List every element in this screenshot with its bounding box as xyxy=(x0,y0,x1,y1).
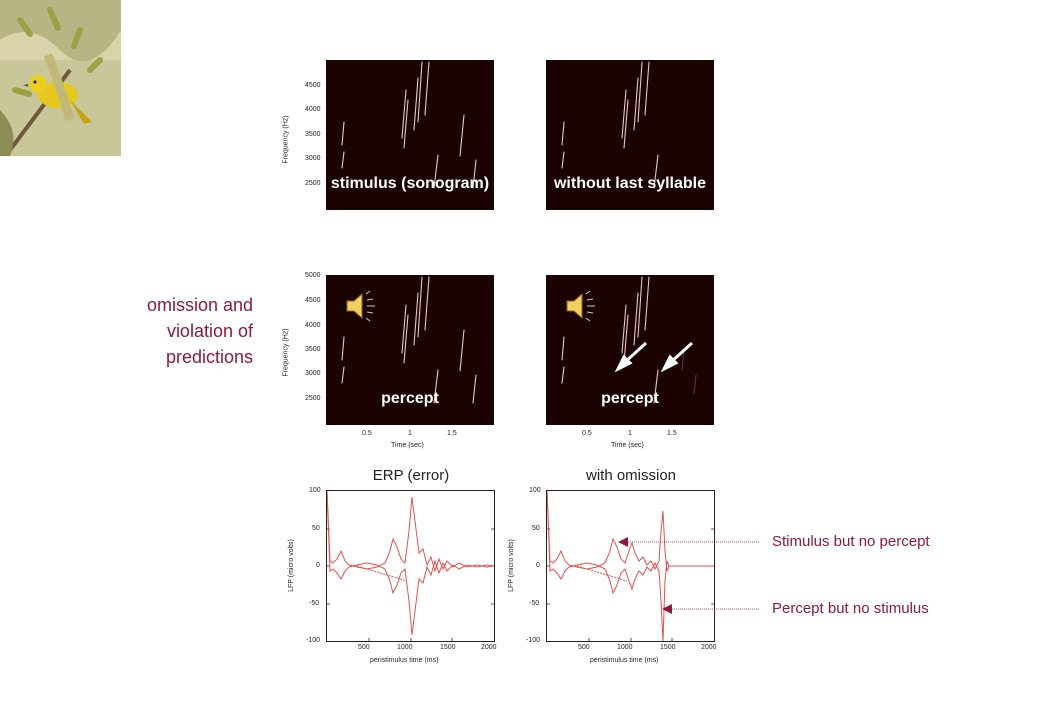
erp-chart-omission xyxy=(546,490,715,642)
erp-ytick: 50 xyxy=(532,525,540,532)
speaker-icon[interactable] xyxy=(344,290,378,327)
side-caption-line-2: violation of xyxy=(166,321,253,341)
erp-xaxis-label: peristimulus time (ms) xyxy=(590,657,659,664)
erp-ytick: 100 xyxy=(309,487,321,494)
side-caption-line-3: predictions xyxy=(165,347,253,367)
erp-ytick: -100 xyxy=(306,637,321,644)
bottom-ytick: 5000 xyxy=(305,272,321,279)
spec-xtick: 0.5 xyxy=(582,430,592,437)
erp-ytick: 50 xyxy=(312,525,320,532)
spec-xtick: 1 xyxy=(408,430,412,437)
spec-xtick: 1 xyxy=(628,430,632,437)
erp-right-title: with omission xyxy=(585,467,677,484)
erp-ytick: 100 xyxy=(529,487,541,494)
erp-ytick: -50 xyxy=(529,600,540,607)
side-caption: omission and violation of predictions xyxy=(120,292,253,370)
erp-xtick: 500 xyxy=(358,644,370,651)
spectrogram-label: percept xyxy=(601,390,659,407)
erp-ytick: 0 xyxy=(536,562,540,569)
top-ytick: 4000 xyxy=(305,106,321,113)
spectrogram-label: stimulus (sonogram) xyxy=(330,175,490,192)
erp-xtick: 2000 xyxy=(481,644,497,651)
spec-xtick: 0.5 xyxy=(362,430,372,437)
bottom-ytick: 2500 xyxy=(305,395,321,402)
bottom-ytick: 3000 xyxy=(305,370,321,377)
spectrogram-label: percept xyxy=(381,390,439,407)
annotation-stimulus-no-percept: Stimulus but no percept xyxy=(772,533,930,550)
erp-xtick: 2000 xyxy=(701,644,717,651)
spec-xaxis-label: Time (sec) xyxy=(611,442,644,449)
spec-xaxis-label: Time (sec) xyxy=(391,442,424,449)
top-ytick: 3500 xyxy=(305,131,321,138)
erp-xtick: 500 xyxy=(578,644,590,651)
spectrogram-percept-left: percept xyxy=(326,275,494,425)
top-ytick: 3000 xyxy=(305,155,321,162)
spectrogram-label: without last syllable xyxy=(553,175,707,192)
erp-left-title: ERP (error) xyxy=(372,467,450,484)
erp-chart-error xyxy=(326,490,495,642)
erp-xtick: 1000 xyxy=(397,644,413,651)
erp-ytick: -100 xyxy=(526,637,541,644)
spectrogram-stimulus: stimulus (sonogram) xyxy=(326,60,494,210)
spectrogram-without-last-syllable: without last syllable xyxy=(546,60,714,210)
spec-xtick: 1.5 xyxy=(667,430,677,437)
side-caption-line-1: omission and xyxy=(146,295,253,315)
bottom-ytick: 4000 xyxy=(305,322,321,329)
erp-xtick: 1000 xyxy=(617,644,633,651)
speaker-icon[interactable] xyxy=(564,290,598,327)
erp-xtick: 1500 xyxy=(660,644,676,651)
bottom-ytick: 3500 xyxy=(305,346,321,353)
erp-xaxis-label: peristimulus time (ms) xyxy=(370,657,439,664)
annotation-percept-no-stimulus: Percept but no stimulus xyxy=(772,600,929,617)
erp-xtick: 1500 xyxy=(440,644,456,651)
bird-photo xyxy=(0,0,121,156)
spectrogram-percept-right: percept xyxy=(546,275,714,425)
top-ytick: 2500 xyxy=(305,180,321,187)
spec-xtick: 1.5 xyxy=(447,430,457,437)
top-ytick: 4500 xyxy=(305,82,321,89)
erp-ytick: -50 xyxy=(309,600,320,607)
bottom-ytick: 4500 xyxy=(305,297,321,304)
erp-ytick: 0 xyxy=(316,562,320,569)
